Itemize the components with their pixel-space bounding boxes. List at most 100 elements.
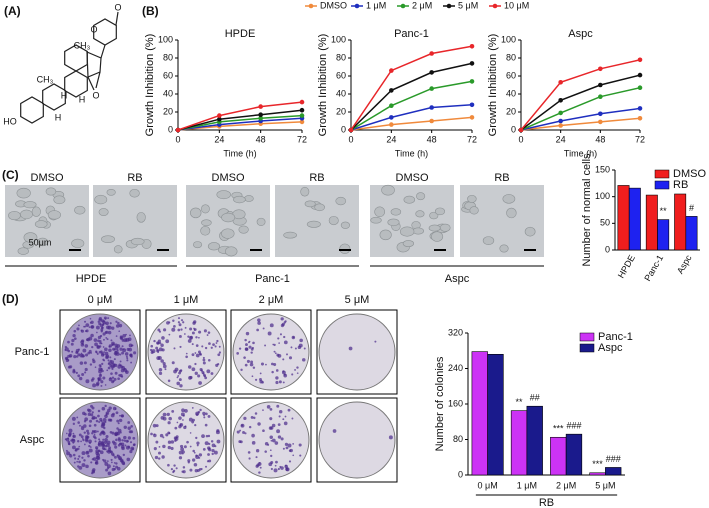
- colony: [212, 343, 215, 347]
- colony: [81, 451, 86, 456]
- colony: [121, 439, 124, 442]
- colony: [111, 380, 114, 384]
- cell: [381, 184, 395, 196]
- colony: [115, 324, 120, 328]
- y-tick-label: 60: [336, 70, 346, 80]
- colony: [163, 328, 167, 332]
- colony: [82, 348, 87, 353]
- colony: [174, 439, 177, 442]
- colony: [67, 365, 71, 369]
- colony: [77, 353, 81, 357]
- colony: [104, 421, 107, 424]
- colony: [153, 433, 156, 436]
- colony: [73, 354, 77, 359]
- colony: [208, 442, 211, 446]
- colony: [121, 446, 125, 451]
- colony: [100, 441, 105, 446]
- colony: [103, 338, 105, 341]
- colony: [91, 411, 94, 414]
- cell: [233, 195, 246, 204]
- legend-label: DMSO: [320, 0, 347, 10]
- point: [258, 116, 263, 121]
- colony: [74, 449, 77, 452]
- cell: [101, 235, 115, 244]
- colony: [110, 461, 113, 464]
- colony: [85, 323, 90, 328]
- colony: [278, 415, 281, 418]
- colony: [188, 417, 193, 422]
- y-axis-label: Number of colonies: [434, 356, 446, 451]
- colony: [106, 369, 109, 372]
- colony: [193, 320, 197, 324]
- colony: [64, 345, 67, 349]
- cell: [98, 208, 109, 216]
- colony: [193, 462, 198, 467]
- cell: [412, 227, 424, 235]
- structure-label: CH₃: [74, 40, 91, 50]
- colony: [205, 465, 207, 468]
- colony: [108, 348, 112, 353]
- y-tick-label: 0: [168, 124, 173, 134]
- colony: [112, 454, 115, 457]
- colony: [86, 432, 90, 435]
- colony: [274, 464, 277, 467]
- chart-title: HPDE: [225, 28, 256, 40]
- legend-label: RB: [673, 179, 688, 191]
- colony: [124, 444, 127, 447]
- colony: [116, 419, 120, 423]
- colony: [89, 317, 92, 320]
- significance-label: #: [689, 203, 694, 213]
- colony: [101, 446, 105, 450]
- colony: [186, 440, 189, 444]
- colony: [282, 381, 285, 384]
- colony: [273, 343, 276, 347]
- colony: [167, 379, 171, 383]
- colony: [189, 445, 192, 448]
- colony: [151, 349, 156, 354]
- colony: [102, 346, 105, 348]
- colony: [302, 358, 306, 362]
- colony: [269, 417, 273, 421]
- colony: [268, 426, 273, 430]
- colony: [118, 418, 123, 423]
- colony: [189, 336, 193, 340]
- plate-row-label: Panc-1: [15, 346, 50, 358]
- x-tick-label: 72: [635, 134, 645, 144]
- bar: [674, 193, 687, 251]
- colony: [80, 435, 84, 439]
- condition-label: RB: [309, 172, 324, 184]
- colony: [158, 330, 162, 333]
- colony: [215, 342, 218, 344]
- x-axis-label: Time (h): [395, 148, 428, 158]
- colony: [168, 321, 171, 324]
- cell: [47, 210, 61, 220]
- colony: [165, 433, 169, 437]
- colony: [242, 431, 245, 434]
- colony: [180, 447, 185, 452]
- colony: [65, 357, 68, 360]
- cell: [34, 220, 48, 228]
- colony: [278, 409, 283, 414]
- colony: [90, 333, 94, 338]
- x-axis-label: Time (h): [223, 148, 256, 158]
- colony: [127, 421, 131, 424]
- point: [299, 107, 305, 113]
- colony: [88, 448, 93, 453]
- colony: [107, 330, 112, 335]
- y-tick-label: 20: [163, 106, 173, 116]
- colony: [68, 442, 71, 446]
- colony: [91, 377, 95, 381]
- colony: [251, 375, 254, 378]
- colony: [126, 457, 131, 462]
- colony: [98, 317, 103, 321]
- colony: [114, 371, 118, 375]
- colony: [285, 446, 289, 450]
- colony: [130, 361, 133, 364]
- colony: [195, 344, 199, 347]
- colony: [171, 327, 176, 332]
- colony: [117, 422, 120, 425]
- colony: [106, 338, 109, 341]
- legend-label: Aspc: [598, 342, 623, 354]
- colony: [171, 361, 175, 365]
- colony: [292, 443, 295, 445]
